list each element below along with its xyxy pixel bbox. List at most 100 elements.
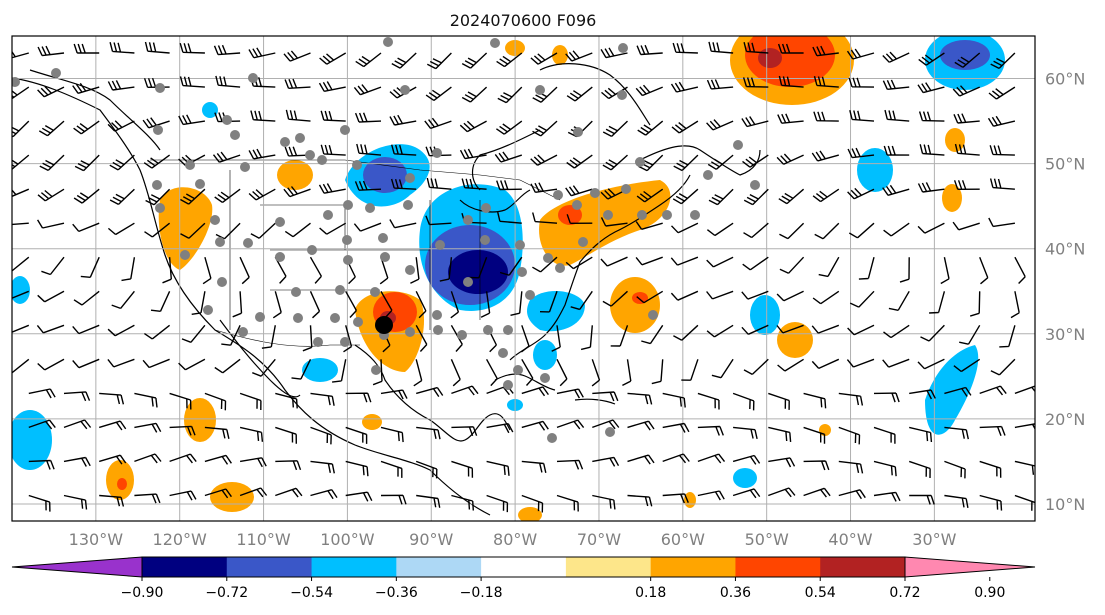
wind-barb bbox=[178, 114, 206, 126]
wind-barb bbox=[169, 425, 196, 436]
wind-barb bbox=[641, 324, 664, 345]
wind-barb bbox=[144, 41, 170, 54]
wind-barb bbox=[353, 84, 382, 96]
wind-barb bbox=[179, 76, 205, 88]
wind-barb bbox=[803, 426, 826, 444]
atlantic-coast bbox=[509, 174, 691, 361]
wind-barb bbox=[592, 391, 619, 402]
wind-barb bbox=[320, 144, 346, 156]
wind-barb bbox=[134, 422, 162, 433]
wind-barb bbox=[917, 358, 945, 370]
wind-barb bbox=[883, 145, 910, 156]
longitude-label: 80°W bbox=[493, 530, 537, 549]
wind-barb bbox=[320, 110, 346, 122]
wind-barb bbox=[814, 222, 840, 240]
wind-barb bbox=[416, 494, 441, 508]
wind-barb bbox=[191, 291, 206, 315]
wind-barb bbox=[41, 256, 65, 276]
wind-barb bbox=[918, 111, 945, 122]
wind-barb bbox=[28, 419, 56, 430]
wind-barb bbox=[169, 490, 197, 501]
wind-barb bbox=[63, 456, 91, 467]
wind-barb bbox=[221, 325, 241, 346]
wind-barb bbox=[708, 41, 734, 54]
colorbar-segment bbox=[820, 557, 906, 577]
wind-barb bbox=[204, 392, 227, 411]
wind-barb bbox=[239, 487, 268, 498]
wind-barb bbox=[706, 119, 734, 131]
wind-barb bbox=[670, 256, 699, 266]
shade-positive-west-atlantic bbox=[610, 277, 660, 333]
wind-barb bbox=[252, 358, 276, 377]
wind-barb bbox=[284, 78, 311, 89]
wind-barb bbox=[121, 257, 136, 282]
wind-barb bbox=[635, 84, 663, 97]
gulf-of-mexico-coast bbox=[354, 344, 511, 442]
wind-barb bbox=[847, 147, 875, 159]
wind-barb bbox=[275, 392, 298, 409]
wind-barb bbox=[309, 291, 321, 319]
wind-barb bbox=[319, 222, 347, 235]
wind-barb bbox=[239, 457, 267, 468]
wind-barb bbox=[1014, 256, 1026, 284]
wind-barb bbox=[415, 460, 438, 479]
wind-barb bbox=[848, 222, 875, 239]
wind-barb bbox=[80, 256, 100, 278]
great-lakes bbox=[471, 129, 541, 191]
longitude-label: 30°W bbox=[912, 530, 956, 549]
wind-barb bbox=[662, 422, 690, 433]
wind-barb bbox=[494, 151, 523, 163]
wind-barb bbox=[425, 215, 452, 226]
longitude-label: 90°W bbox=[409, 530, 453, 549]
wind-barb bbox=[499, 256, 523, 276]
wind-barb bbox=[212, 151, 241, 163]
wind-barb bbox=[291, 358, 312, 380]
wind-barb bbox=[706, 222, 734, 237]
wind-barb bbox=[309, 256, 323, 284]
wind-barb bbox=[345, 392, 372, 403]
wind-barb bbox=[380, 460, 403, 478]
wind-barb bbox=[989, 145, 1015, 156]
wind-barb bbox=[318, 81, 346, 92]
wind-barb bbox=[979, 494, 1003, 511]
wind-barb bbox=[953, 358, 981, 373]
shade-max-north-atlantic bbox=[758, 48, 782, 68]
wind-barb bbox=[520, 325, 530, 353]
wind-barb bbox=[496, 52, 523, 68]
wind-barb bbox=[284, 146, 311, 157]
wind-barb bbox=[556, 358, 568, 387]
wind-barb bbox=[284, 222, 311, 238]
wind-barb bbox=[602, 120, 628, 138]
wind-barb bbox=[248, 148, 276, 160]
wind-barb bbox=[707, 154, 734, 170]
wind-barb bbox=[556, 388, 584, 399]
wind-barb bbox=[671, 120, 699, 134]
wind-barb bbox=[602, 290, 628, 307]
wind-barb bbox=[888, 290, 910, 311]
wind-barb bbox=[310, 392, 335, 406]
wind-barb bbox=[592, 456, 620, 467]
wind-barb bbox=[909, 494, 935, 505]
wind-barb bbox=[109, 154, 135, 171]
wind-barb bbox=[461, 86, 488, 103]
wind-barb bbox=[768, 487, 796, 498]
wind-barb bbox=[847, 187, 875, 200]
latitude-labels: 60°N 50°N 40°N 30°N 20°N 10°N bbox=[1045, 70, 1085, 514]
longitude-label: 130°W bbox=[69, 530, 124, 549]
wind-barb bbox=[459, 148, 487, 160]
wind-barb bbox=[12, 86, 30, 100]
wind-barb bbox=[480, 291, 491, 318]
wind-barb bbox=[1014, 494, 1035, 513]
shade-positive-rockies bbox=[158, 187, 213, 270]
wind-barb bbox=[204, 454, 232, 465]
wind-barb bbox=[496, 180, 522, 191]
wind-barb bbox=[627, 454, 655, 465]
wind-barb bbox=[345, 426, 368, 444]
wind-barb bbox=[39, 154, 65, 172]
wind-barb bbox=[929, 291, 946, 314]
wind-barb bbox=[551, 325, 561, 352]
wind-barb bbox=[917, 222, 945, 234]
wind-barb bbox=[953, 180, 980, 190]
shade-negative-east-atlantic bbox=[925, 345, 979, 435]
